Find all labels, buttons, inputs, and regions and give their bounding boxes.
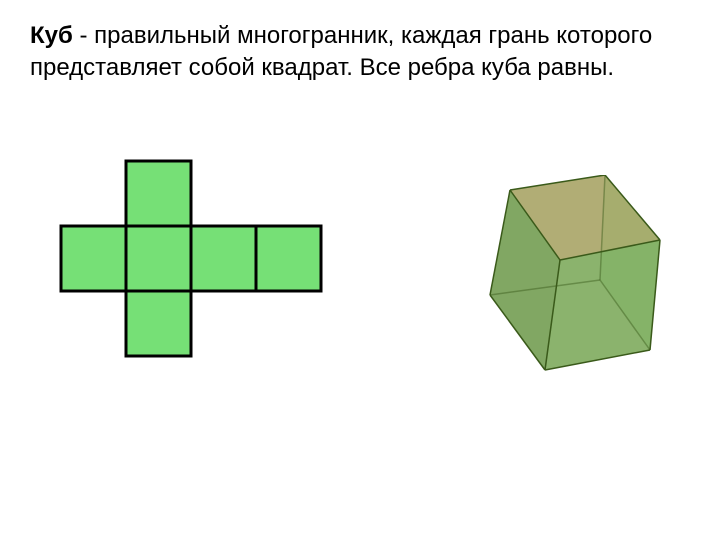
net-face: [191, 226, 256, 291]
net-face: [126, 291, 191, 356]
definition-text: Куб - правильный многогранник, каждая гр…: [30, 20, 690, 85]
net-face: [126, 226, 191, 291]
net-face: [126, 161, 191, 226]
cube-net-diagram: [55, 155, 335, 380]
definition-rest: - правильный многогранник, каждая грань …: [30, 22, 652, 81]
cube-face: [490, 175, 605, 295]
net-face: [256, 226, 321, 291]
figures-container: [30, 125, 690, 505]
cube-3d-diagram: [450, 175, 690, 390]
term: Куб: [30, 22, 73, 49]
net-face: [61, 226, 126, 291]
